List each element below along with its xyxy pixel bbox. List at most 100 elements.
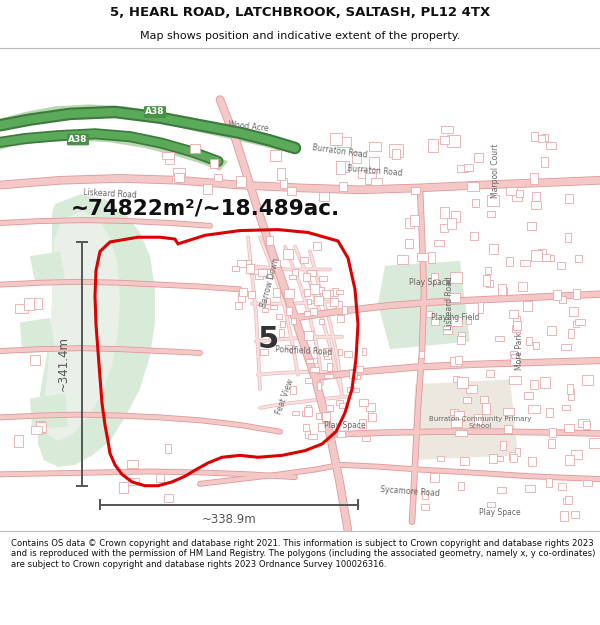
Bar xyxy=(397,254,408,264)
Bar xyxy=(428,139,437,152)
Bar xyxy=(174,173,184,182)
Bar xyxy=(512,316,520,326)
Bar xyxy=(509,376,521,384)
Text: A38: A38 xyxy=(68,135,88,144)
Bar xyxy=(405,217,415,228)
Bar xyxy=(546,408,553,417)
Bar xyxy=(545,142,556,149)
Bar xyxy=(472,199,479,207)
Bar xyxy=(25,298,34,310)
Bar xyxy=(440,224,448,232)
Text: Marpool Court: Marpool Court xyxy=(491,144,499,198)
Bar xyxy=(520,260,530,266)
Bar xyxy=(236,176,246,186)
Text: A38: A38 xyxy=(145,107,165,116)
Bar xyxy=(319,276,327,281)
Text: Playing Field: Playing Field xyxy=(431,313,479,322)
Bar xyxy=(368,411,373,421)
Bar xyxy=(368,412,376,421)
Bar xyxy=(280,321,285,327)
Bar xyxy=(490,244,499,254)
Text: More Park: More Park xyxy=(515,332,524,370)
Text: Contains OS data © Crown copyright and database right 2021. This information is : Contains OS data © Crown copyright and d… xyxy=(11,539,595,569)
Bar xyxy=(265,269,272,278)
Bar xyxy=(337,431,345,437)
Bar xyxy=(527,222,536,230)
Bar xyxy=(486,371,494,377)
Bar xyxy=(291,318,296,324)
Bar xyxy=(322,290,330,298)
Bar xyxy=(362,348,366,356)
Bar xyxy=(173,168,185,176)
Bar xyxy=(244,259,251,266)
Bar xyxy=(549,428,556,437)
Bar xyxy=(563,424,574,432)
Bar xyxy=(326,405,334,411)
Bar xyxy=(389,144,403,157)
Bar xyxy=(306,359,313,363)
Bar xyxy=(304,331,313,339)
Bar xyxy=(583,481,592,486)
Bar xyxy=(525,485,535,492)
Bar xyxy=(541,157,548,168)
Bar xyxy=(270,304,277,309)
Bar xyxy=(575,319,585,325)
Bar xyxy=(392,149,400,159)
Bar xyxy=(464,164,473,171)
Bar xyxy=(304,311,312,316)
Bar xyxy=(338,349,343,355)
Bar xyxy=(319,287,323,293)
Bar xyxy=(156,474,164,482)
Text: ~338.9m: ~338.9m xyxy=(202,513,256,526)
Bar xyxy=(319,192,329,201)
Bar xyxy=(328,363,332,371)
Bar xyxy=(285,345,293,349)
Text: 5, HEARL ROAD, LATCHBROOK, SALTASH, PL12 4TX: 5, HEARL ROAD, LATCHBROOK, SALTASH, PL12… xyxy=(110,6,490,19)
Bar xyxy=(290,386,296,394)
Bar xyxy=(324,374,332,379)
Bar xyxy=(317,382,321,391)
Bar xyxy=(487,211,495,217)
Bar xyxy=(419,351,424,358)
Bar xyxy=(359,419,366,428)
Bar xyxy=(362,436,370,441)
Bar xyxy=(262,308,268,312)
Polygon shape xyxy=(0,131,228,171)
Bar xyxy=(277,168,285,180)
Bar xyxy=(542,254,550,261)
Bar xyxy=(542,134,548,141)
Bar xyxy=(365,173,376,184)
Polygon shape xyxy=(20,318,55,354)
Bar xyxy=(451,272,462,282)
Bar xyxy=(532,250,542,261)
Bar xyxy=(347,387,355,392)
Bar xyxy=(161,152,174,159)
Bar xyxy=(573,321,580,327)
Text: Liskeard Road: Liskeard Road xyxy=(83,188,137,199)
Bar xyxy=(313,242,320,250)
Bar xyxy=(451,317,462,326)
Bar xyxy=(36,421,45,433)
Bar xyxy=(426,311,431,317)
Bar xyxy=(487,195,499,206)
Text: ~74822m²/~18.489ac.: ~74822m²/~18.489ac. xyxy=(70,199,340,219)
Text: Liskeard Road: Liskeard Road xyxy=(445,277,455,331)
Bar xyxy=(304,407,312,416)
Bar xyxy=(538,136,545,142)
Bar xyxy=(457,165,468,172)
Bar xyxy=(510,351,517,356)
Bar xyxy=(14,304,28,313)
Bar xyxy=(255,271,263,279)
Bar xyxy=(307,404,311,412)
Bar xyxy=(557,261,565,269)
Bar xyxy=(366,403,375,411)
Bar xyxy=(417,254,428,261)
Bar xyxy=(526,338,532,345)
Bar xyxy=(172,176,181,182)
Bar xyxy=(337,138,351,148)
Bar xyxy=(487,502,495,507)
Text: 5: 5 xyxy=(257,325,278,354)
Bar xyxy=(14,434,23,447)
Bar xyxy=(568,329,574,338)
Bar xyxy=(411,186,419,194)
